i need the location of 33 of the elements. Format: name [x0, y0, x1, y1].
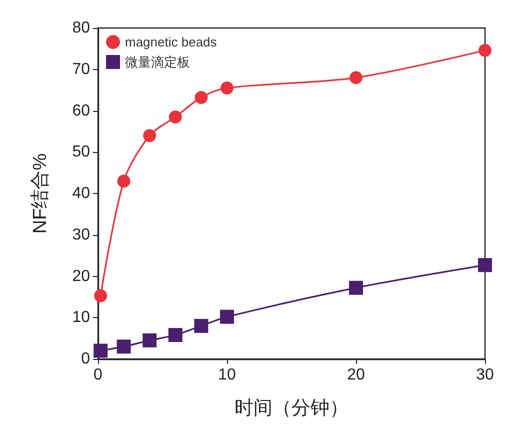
point [194, 91, 208, 104]
legend-label: magnetic beads [125, 34, 218, 50]
x-tick-label: 30 [476, 366, 494, 384]
y-tick-label: 50 [72, 144, 90, 161]
y-tick-label: 0 [81, 350, 90, 368]
point [168, 110, 182, 124]
point [94, 289, 108, 302]
point [168, 328, 182, 342]
point [220, 81, 234, 94]
x-axis-title: 时间（分钟） [234, 398, 348, 419]
point [350, 71, 362, 84]
point [94, 344, 108, 358]
point [478, 258, 492, 272]
x-tick-label: 0 [94, 366, 103, 384]
x-tick-label: 10 [218, 366, 236, 384]
y-tick-label: 40 [72, 185, 90, 202]
point [116, 340, 131, 354]
point [349, 280, 363, 295]
point [220, 310, 234, 324]
y-tick-label: 10 [72, 309, 90, 326]
y-tick-label: 20 [72, 268, 90, 285]
legend-label: 微量滴定板 [125, 54, 190, 70]
point [478, 44, 492, 57]
point [194, 318, 208, 333]
y-axis-title: NF结合% [30, 153, 51, 234]
point [117, 174, 130, 188]
y-tick-label: 30 [72, 226, 90, 244]
y-tick-label: 70 [72, 60, 90, 78]
y-tick-label: 60 [72, 102, 90, 120]
y-tick-label: 80 [72, 20, 90, 36]
x-tick-label: 20 [347, 366, 365, 384]
point [143, 129, 156, 142]
point [142, 333, 157, 348]
